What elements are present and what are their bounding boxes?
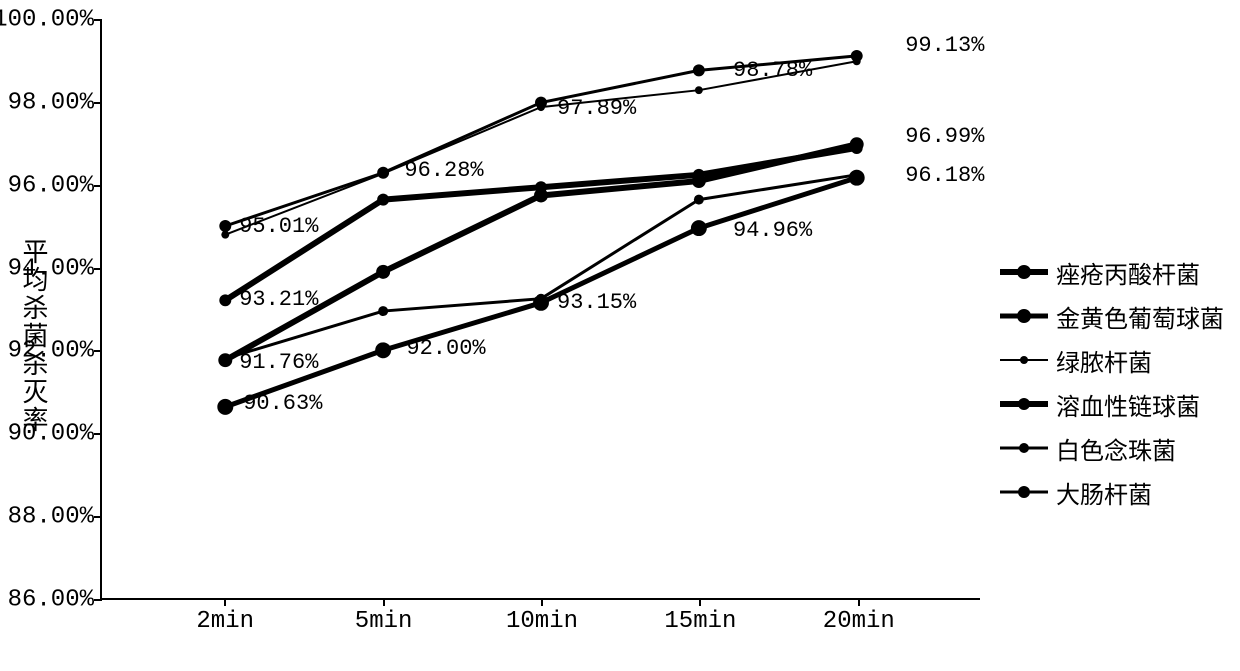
series-marker — [535, 97, 547, 109]
legend-swatch — [1000, 481, 1048, 503]
x-tick-mark — [699, 598, 701, 606]
x-tick-label: 5min — [355, 608, 413, 635]
legend-label: 溶血性链球菌 — [1056, 387, 1200, 422]
series-marker — [694, 195, 704, 205]
series-line — [225, 144, 856, 360]
y-tick-mark — [94, 433, 102, 435]
legend-marker-icon — [1018, 486, 1030, 498]
data-label: 90.63% — [243, 391, 322, 416]
legend-item: 绿脓杆菌 — [1000, 343, 1224, 377]
legend-marker-icon — [1017, 309, 1031, 323]
y-tick-mark — [94, 516, 102, 518]
x-tick-label: 15min — [664, 608, 736, 635]
x-tick-label: 10min — [506, 608, 578, 635]
y-tick-mark — [94, 102, 102, 104]
legend-item: 痤疮丙酸杆菌 — [1000, 255, 1224, 289]
chart-container: 平均杀菌杀灭率 86.00%88.00%90.00%92.00%94.00%96… — [0, 0, 1240, 671]
data-label: 98.78% — [733, 58, 812, 83]
y-tick-label: 98.00% — [8, 89, 102, 116]
y-tick-mark — [94, 185, 102, 187]
y-tick-label: 94.00% — [8, 255, 102, 282]
series-marker — [377, 167, 389, 179]
data-label: 93.15% — [557, 290, 636, 315]
legend-swatch — [1000, 305, 1048, 327]
legend: 痤疮丙酸杆菌金黄色葡萄球菌绿脓杆菌溶血性链球菌白色念珠菌大肠杆菌 — [1000, 255, 1224, 519]
data-label: 93.21% — [239, 287, 318, 312]
series-marker — [220, 354, 230, 364]
data-label: 99.13% — [905, 33, 984, 58]
data-label: 94.96% — [733, 218, 812, 243]
legend-item: 金黄色葡萄球菌 — [1000, 299, 1224, 333]
series-marker — [219, 294, 231, 306]
series-svg — [102, 20, 980, 598]
series-marker — [693, 169, 705, 181]
series-marker — [851, 50, 863, 62]
data-label: 91.76% — [239, 350, 318, 375]
y-tick-label: 88.00% — [8, 504, 102, 531]
x-tick-mark — [383, 598, 385, 606]
data-label: 97.89% — [557, 96, 636, 121]
data-label: 95.01% — [239, 214, 318, 239]
y-tick-label: 92.00% — [8, 338, 102, 365]
legend-swatch — [1000, 437, 1048, 459]
y-tick-mark — [94, 19, 102, 21]
series-marker — [377, 194, 389, 206]
legend-label: 绿脓杆菌 — [1056, 343, 1152, 378]
legend-marker-icon — [1018, 398, 1030, 410]
series-marker — [536, 294, 546, 304]
y-tick-mark — [94, 268, 102, 270]
series-marker — [691, 220, 707, 236]
y-tick-label: 86.00% — [8, 587, 102, 614]
plot-area: 86.00%88.00%90.00%92.00%94.00%96.00%98.0… — [100, 20, 980, 600]
legend-marker-icon — [1019, 443, 1029, 453]
series-marker — [851, 142, 863, 154]
series-marker — [693, 64, 705, 76]
legend-item: 溶血性链球菌 — [1000, 387, 1224, 421]
series-marker — [376, 265, 390, 279]
y-tick-mark — [94, 599, 102, 601]
legend-label: 金黄色葡萄球菌 — [1056, 299, 1224, 334]
data-label: 96.28% — [404, 158, 483, 183]
y-tick-mark — [94, 350, 102, 352]
x-tick-mark — [541, 598, 543, 606]
series-marker — [375, 342, 391, 358]
legend-marker-icon — [1020, 356, 1028, 364]
series-marker — [217, 399, 233, 415]
data-label: 96.99% — [905, 124, 984, 149]
x-tick-label: 2min — [196, 608, 254, 635]
series-line — [225, 178, 856, 407]
series-marker — [695, 86, 703, 94]
data-label: 92.00% — [406, 336, 485, 361]
x-tick-label: 20min — [823, 608, 895, 635]
data-label: 96.18% — [905, 163, 984, 188]
legend-swatch — [1000, 349, 1048, 371]
legend-label: 痤疮丙酸杆菌 — [1056, 255, 1200, 290]
legend-marker-icon — [1017, 265, 1031, 279]
x-tick-mark — [224, 598, 226, 606]
legend-item: 大肠杆菌 — [1000, 475, 1224, 509]
legend-item: 白色念珠菌 — [1000, 431, 1224, 465]
legend-swatch — [1000, 393, 1048, 415]
y-tick-label: 90.00% — [8, 421, 102, 448]
series-marker — [852, 170, 862, 180]
series-marker — [378, 306, 388, 316]
legend-label: 大肠杆菌 — [1056, 475, 1152, 510]
legend-swatch — [1000, 261, 1048, 283]
x-tick-mark — [858, 598, 860, 606]
series-marker — [219, 220, 231, 232]
y-tick-label: 96.00% — [8, 172, 102, 199]
legend-label: 白色念珠菌 — [1056, 431, 1176, 466]
series-marker — [535, 181, 547, 193]
y-tick-label: 100.00% — [0, 7, 102, 34]
